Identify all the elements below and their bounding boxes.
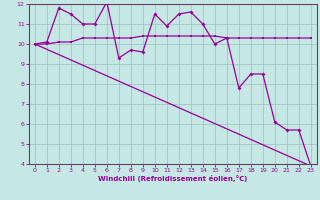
X-axis label: Windchill (Refroidissement éolien,°C): Windchill (Refroidissement éolien,°C) bbox=[98, 175, 247, 182]
